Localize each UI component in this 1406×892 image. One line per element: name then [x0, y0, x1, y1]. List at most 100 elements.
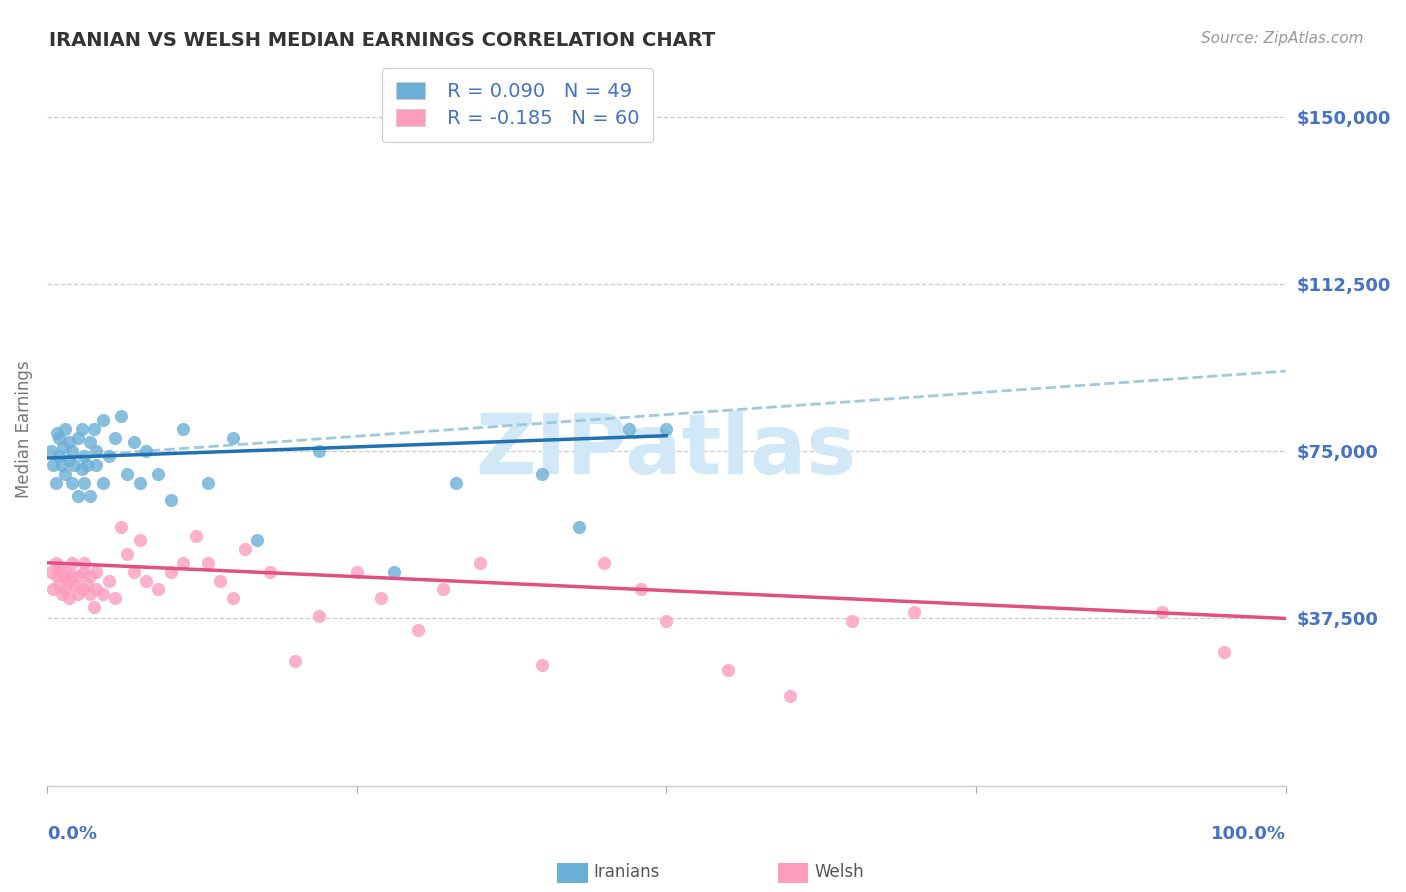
Point [76, 578, 98, 592]
Point [66, 489, 89, 503]
Point [531, 658, 554, 673]
Point [58, 591, 80, 606]
Point [86, 458, 108, 472]
Point [135, 574, 157, 588]
Point [63, 458, 86, 472]
Point [70, 582, 93, 597]
Point [779, 690, 801, 704]
Point [209, 574, 232, 588]
Point [83, 600, 105, 615]
Point [184, 529, 207, 543]
Point [655, 614, 678, 628]
Legend:  R = 0.090   N = 49,  R = -0.185   N = 60: R = 0.090 N = 49, R = -0.185 N = 60 [382, 68, 652, 142]
Point [42, 458, 65, 472]
Point [148, 582, 170, 597]
Text: Source: ZipAtlas.com: Source: ZipAtlas.com [1201, 31, 1364, 46]
Point [655, 422, 678, 436]
Point [593, 556, 616, 570]
Point [55, 582, 77, 597]
Point [717, 663, 740, 677]
Point [51, 587, 73, 601]
Point [45, 569, 67, 583]
Point [903, 605, 925, 619]
Point [197, 475, 219, 490]
Point [159, 565, 181, 579]
Point [86, 582, 108, 597]
Point [73, 556, 96, 570]
Point [48, 431, 70, 445]
Text: Welsh: Welsh [814, 863, 863, 881]
Point [60, 569, 83, 583]
Point [52, 440, 75, 454]
Point [79, 435, 101, 450]
Point [70, 462, 93, 476]
Point [233, 542, 256, 557]
Point [58, 453, 80, 467]
Point [86, 565, 108, 579]
Point [221, 591, 243, 606]
Point [83, 422, 105, 436]
Point [128, 475, 150, 490]
Point [73, 475, 96, 490]
Text: Iranians: Iranians [593, 863, 659, 881]
Text: IRANIAN VS WELSH MEDIAN EARNINGS CORRELATION CHART: IRANIAN VS WELSH MEDIAN EARNINGS CORRELA… [49, 31, 716, 50]
Point [246, 533, 269, 548]
Point [221, 431, 243, 445]
Point [58, 574, 80, 588]
Point [841, 614, 863, 628]
Point [45, 556, 67, 570]
Point [284, 654, 307, 668]
Text: 0.0%: 0.0% [46, 825, 97, 843]
Point [91, 413, 114, 427]
Point [55, 422, 77, 436]
Point [55, 467, 77, 481]
Point [346, 565, 368, 579]
Point [39, 565, 62, 579]
Point [63, 578, 86, 592]
Point [73, 449, 96, 463]
Point [58, 435, 80, 450]
Point [370, 591, 392, 606]
Point [39, 444, 62, 458]
Text: 100.0%: 100.0% [1211, 825, 1285, 843]
Point [55, 565, 77, 579]
Point [86, 444, 108, 458]
Point [172, 556, 194, 570]
Point [60, 475, 83, 490]
Point [42, 582, 65, 597]
Point [617, 422, 640, 436]
Point [45, 475, 67, 490]
Point [172, 422, 194, 436]
Point [110, 520, 132, 534]
Point [408, 623, 430, 637]
Point [52, 569, 75, 583]
Point [70, 422, 93, 436]
Point [104, 431, 127, 445]
Y-axis label: Median Earnings: Median Earnings [15, 360, 32, 498]
Point [60, 444, 83, 458]
Point [91, 475, 114, 490]
Point [110, 409, 132, 423]
Point [308, 609, 330, 624]
Point [308, 444, 330, 458]
Point [97, 574, 120, 588]
Point [531, 467, 554, 481]
Point [91, 587, 114, 601]
Point [470, 556, 492, 570]
Text: ZIPatlas: ZIPatlas [475, 410, 856, 491]
Point [79, 587, 101, 601]
Point [159, 493, 181, 508]
Point [76, 458, 98, 472]
Point [66, 431, 89, 445]
Point [568, 520, 591, 534]
Point [1212, 645, 1234, 659]
Point [630, 582, 652, 597]
Point [79, 489, 101, 503]
Point [66, 587, 89, 601]
Point [66, 569, 89, 583]
Point [197, 556, 219, 570]
Point [73, 565, 96, 579]
Point [148, 467, 170, 481]
Point [122, 435, 145, 450]
Point [128, 533, 150, 548]
